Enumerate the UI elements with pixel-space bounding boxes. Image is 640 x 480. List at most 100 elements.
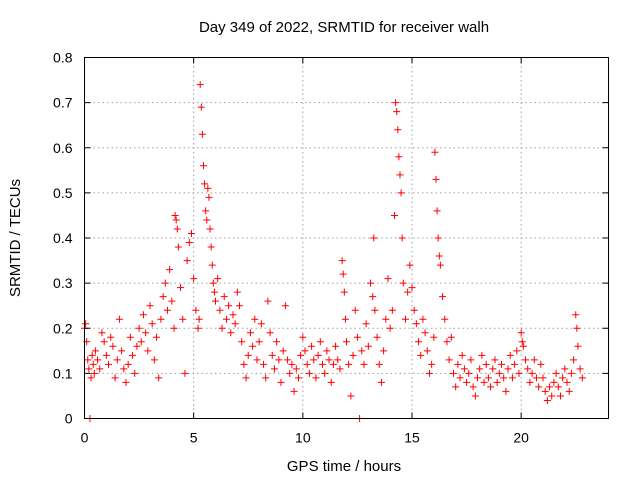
data-point bbox=[246, 329, 254, 337]
data-point bbox=[469, 383, 477, 391]
data-point bbox=[157, 315, 165, 323]
data-point bbox=[135, 324, 143, 332]
data-point bbox=[292, 365, 300, 373]
data-point bbox=[316, 338, 324, 346]
data-point bbox=[203, 216, 211, 224]
data-point bbox=[489, 365, 497, 373]
data-point bbox=[168, 297, 176, 305]
data-point bbox=[362, 320, 370, 328]
data-point bbox=[467, 356, 475, 364]
data-point bbox=[120, 365, 128, 373]
data-point bbox=[399, 279, 407, 287]
data-point bbox=[206, 225, 214, 233]
data-point bbox=[358, 347, 366, 355]
data-point bbox=[207, 243, 215, 251]
data-point bbox=[504, 365, 512, 373]
data-point bbox=[460, 365, 468, 373]
y-tick-label: 0.5 bbox=[53, 185, 73, 201]
data-point bbox=[491, 356, 499, 364]
data-point bbox=[244, 351, 252, 359]
data-point bbox=[137, 338, 145, 346]
data-point bbox=[87, 374, 95, 382]
data-point bbox=[321, 369, 329, 377]
data-point bbox=[360, 360, 368, 368]
data-point bbox=[249, 342, 257, 350]
data-point bbox=[161, 279, 169, 287]
data-point bbox=[98, 329, 106, 337]
data-point bbox=[297, 351, 305, 359]
data-point bbox=[85, 365, 93, 373]
data-point bbox=[515, 369, 523, 377]
data-point bbox=[102, 351, 110, 359]
data-point bbox=[177, 284, 185, 292]
data-point bbox=[236, 302, 244, 310]
data-point bbox=[398, 234, 406, 242]
data-point bbox=[543, 396, 551, 404]
data-point bbox=[567, 369, 575, 377]
data-point bbox=[94, 356, 102, 364]
data-point bbox=[82, 320, 90, 328]
x-axis-label: GPS time / hours bbox=[287, 458, 401, 475]
data-point bbox=[522, 356, 530, 364]
data-point bbox=[480, 378, 488, 386]
data-point bbox=[393, 108, 401, 116]
data-point bbox=[299, 333, 307, 341]
data-point bbox=[279, 347, 287, 355]
data-point bbox=[290, 387, 298, 395]
data-point bbox=[146, 302, 154, 310]
data-point bbox=[423, 347, 431, 355]
data-point bbox=[412, 320, 420, 328]
data-point bbox=[513, 347, 521, 355]
data-point bbox=[431, 148, 439, 156]
data-point bbox=[436, 261, 444, 269]
data-point bbox=[255, 338, 263, 346]
data-point bbox=[528, 369, 536, 377]
data-point bbox=[336, 365, 344, 373]
data-point bbox=[375, 360, 383, 368]
data-point bbox=[159, 293, 167, 301]
data-point bbox=[288, 360, 296, 368]
data-point bbox=[524, 365, 532, 373]
data-point bbox=[144, 347, 152, 355]
data-point bbox=[275, 356, 283, 364]
y-axis-ticks: 0 0.1 0.2 0.3 0.4 0.5 0.6 0.7 0.8 bbox=[53, 50, 609, 427]
data-point bbox=[212, 297, 219, 305]
data-point bbox=[428, 360, 436, 368]
data-point bbox=[519, 342, 527, 350]
data-point bbox=[303, 360, 311, 368]
data-point bbox=[380, 347, 388, 355]
data-point bbox=[281, 302, 289, 310]
data-point bbox=[340, 288, 348, 296]
data-point bbox=[565, 387, 573, 395]
data-point bbox=[439, 293, 447, 301]
data-point bbox=[172, 216, 180, 224]
data-point bbox=[318, 360, 326, 368]
data-point bbox=[419, 315, 427, 323]
data-point bbox=[266, 329, 274, 337]
data-point bbox=[329, 360, 337, 368]
y-tick-label: 0.7 bbox=[53, 95, 73, 111]
y-tick-label: 0 bbox=[65, 411, 73, 427]
y-tick-label: 0.2 bbox=[53, 320, 73, 336]
data-point bbox=[222, 315, 230, 323]
data-point bbox=[214, 275, 222, 283]
data-point bbox=[443, 338, 451, 346]
data-point bbox=[124, 360, 132, 368]
data-point bbox=[425, 369, 433, 377]
data-point bbox=[109, 342, 117, 350]
data-point bbox=[105, 360, 113, 368]
data-point bbox=[386, 324, 394, 332]
data-point bbox=[570, 356, 578, 364]
data-point bbox=[277, 378, 285, 386]
data-point bbox=[270, 365, 278, 373]
data-point bbox=[260, 360, 268, 368]
data-point bbox=[174, 243, 182, 251]
data-point bbox=[561, 365, 569, 373]
data-point bbox=[323, 347, 331, 355]
x-tick-label: 5 bbox=[190, 430, 198, 446]
data-point bbox=[391, 211, 399, 219]
data-point bbox=[394, 126, 402, 134]
data-point bbox=[88, 351, 96, 359]
data-point bbox=[170, 324, 178, 332]
